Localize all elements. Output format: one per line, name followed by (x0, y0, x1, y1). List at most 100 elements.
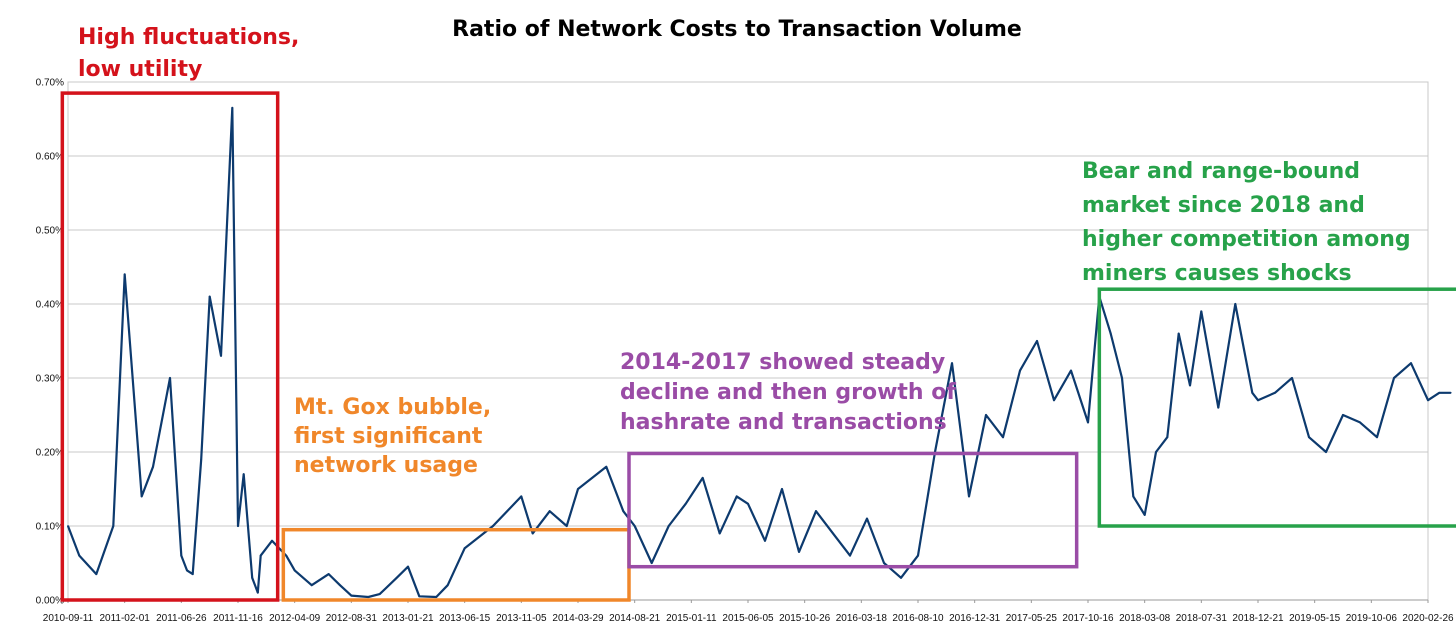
data-point (968, 495, 970, 498)
x-tick-label: 2013-01-21 (382, 613, 434, 624)
data-point (605, 465, 608, 468)
data-point (1393, 377, 1395, 379)
annotation-box (1097, 287, 1456, 528)
data-point (1132, 495, 1135, 498)
data-point (577, 488, 579, 490)
data-point (735, 495, 738, 498)
data-point (798, 551, 800, 553)
x-tick-label: 2018-12-21 (1232, 613, 1284, 624)
data-point (633, 525, 636, 527)
data-point (180, 554, 183, 557)
x-tick-label: 2018-07-31 (1176, 613, 1228, 624)
annotation-box (60, 91, 280, 602)
x-tick-label: 2017-05-25 (1006, 613, 1058, 624)
data-point (271, 539, 273, 542)
x-tick-label: 2011-06-26 (156, 613, 207, 624)
data-point (520, 495, 523, 498)
data-point (1449, 391, 1452, 394)
data-point (350, 594, 353, 597)
annotation-text: High fluctuations, (78, 25, 299, 50)
data-point (815, 510, 817, 513)
data-point (917, 554, 919, 557)
x-tick-label: 2016-12-31 (949, 613, 1001, 624)
data-point (1251, 391, 1254, 394)
data-point (95, 573, 98, 575)
y-tick-label: 0.70% (36, 78, 64, 89)
data-point (548, 510, 551, 513)
data-point (418, 595, 421, 598)
data-point (883, 562, 885, 564)
y-tick-label: 0.20% (36, 448, 64, 459)
x-tick-label: 2011-11-16 (213, 613, 263, 624)
data-point (1155, 451, 1157, 453)
data-point (866, 517, 868, 520)
data-point (701, 477, 704, 479)
x-tick-label: 2013-11-05 (496, 613, 547, 624)
data-point (78, 554, 81, 557)
data-point (985, 414, 987, 416)
data-point (407, 565, 409, 568)
x-tick-label: 2019-10-06 (1346, 613, 1398, 624)
data-point (140, 495, 143, 498)
annotation-text: decline and then growth of (620, 380, 956, 405)
data-point (667, 525, 670, 527)
y-tick-label: 0.50% (36, 226, 64, 237)
data-point (1325, 451, 1327, 453)
data-point (256, 591, 259, 594)
data-point (446, 584, 449, 587)
annotation-text: first significant (294, 424, 483, 449)
annotation-text: 2014-2017 showed steady (620, 350, 945, 375)
data-point (395, 576, 398, 579)
data-point (463, 547, 466, 550)
data-point (242, 473, 245, 476)
data-point (112, 525, 115, 527)
y-axis: 0.00% 0.10% 0.20% 0.30% 0.40% 0.50% 0.60% 0.70% (36, 78, 64, 607)
data-point (1087, 421, 1089, 424)
data-point (1143, 514, 1146, 516)
data-point (951, 362, 953, 365)
data-point (1200, 310, 1203, 313)
data-point (832, 532, 834, 535)
data-point (208, 295, 211, 298)
data-point (1410, 362, 1412, 365)
data-point (1036, 340, 1038, 342)
data-point (123, 273, 126, 276)
annotations-layer: High fluctuations, low utility Mt. Gox bub… (60, 25, 1456, 602)
annotation-text: higher competition among (1082, 227, 1411, 252)
data-point (1291, 377, 1293, 379)
data-point (1257, 399, 1259, 402)
y-tick-label: 0.30% (36, 374, 64, 385)
y-tick-label: 0.00% (36, 596, 64, 607)
data-point (565, 525, 568, 527)
data-point (492, 525, 494, 527)
data-point (1217, 406, 1220, 409)
annotation-text: hashrate and transactions (620, 410, 947, 435)
data-point (367, 596, 370, 598)
data-point (1308, 436, 1310, 439)
x-tick-label: 2015-10-26 (779, 613, 831, 624)
data-point (152, 465, 154, 468)
data-point (339, 584, 341, 587)
x-tick-label: 2014-08-21 (609, 613, 661, 624)
data-point (747, 502, 749, 505)
x-tick-label: 2015-01-11 (666, 613, 717, 624)
x-tick-label: 2016-08-10 (892, 613, 944, 624)
data-point (1002, 436, 1004, 439)
annotation-text: low utility (78, 57, 202, 82)
data-point (849, 554, 851, 557)
data-point (1109, 332, 1112, 335)
data-point (191, 573, 194, 575)
x-tick-label: 2017-10-16 (1062, 613, 1114, 624)
x-tick-label: 2013-06-15 (439, 613, 491, 624)
data-point (435, 596, 438, 598)
data-point (1177, 332, 1180, 335)
x-tick-label: 2018-03-08 (1119, 613, 1171, 624)
data-point (1234, 303, 1237, 305)
data-point (200, 458, 203, 461)
data-point (1427, 399, 1429, 402)
data-point (1166, 436, 1169, 439)
annotation-text: miners causes shocks (1082, 261, 1352, 286)
x-axis: 2010-09-11 2011-02-01 2011-06-26 2011-11-16… (43, 600, 1454, 624)
data-point (718, 532, 721, 535)
